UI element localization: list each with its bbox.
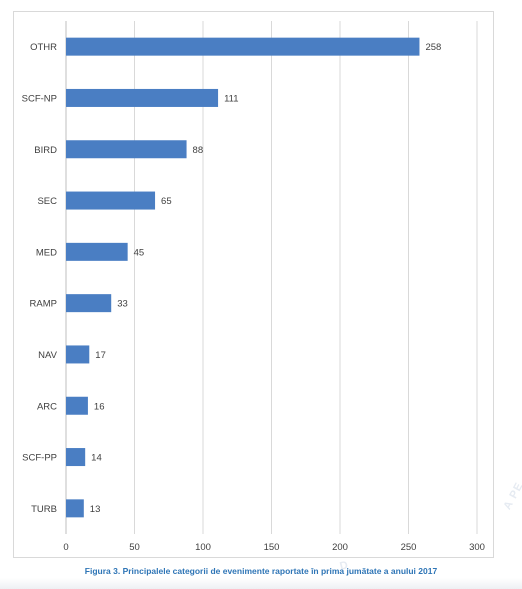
category-label: NAV xyxy=(38,350,57,361)
data-label: 13 xyxy=(90,504,101,515)
bar xyxy=(66,345,90,364)
data-label: 16 xyxy=(94,401,105,412)
x-tick-label: 250 xyxy=(401,542,417,553)
bar xyxy=(66,396,88,415)
category-label: OTHR xyxy=(30,42,57,53)
data-label: 65 xyxy=(161,196,172,207)
data-label: 45 xyxy=(134,247,145,258)
x-tick-label: 50 xyxy=(129,542,140,553)
category-label: SCF-PP xyxy=(22,453,57,464)
category-label: SEC xyxy=(37,196,57,207)
bar xyxy=(66,140,187,159)
category-label: SCF-NP xyxy=(22,93,57,104)
data-label: 111 xyxy=(224,93,238,104)
figure-caption: Figura 3. Principalele categorii de even… xyxy=(84,566,438,576)
bar xyxy=(66,191,156,210)
x-tick-label: 100 xyxy=(195,542,211,553)
bar xyxy=(66,294,112,313)
data-label: 258 xyxy=(425,42,441,53)
data-label: 33 xyxy=(117,299,128,310)
bar xyxy=(66,37,420,56)
page-bottom-edge xyxy=(0,578,522,589)
x-tick-label: 200 xyxy=(332,542,348,553)
bar xyxy=(66,88,219,107)
data-label: 17 xyxy=(95,350,106,361)
bar xyxy=(66,499,84,518)
bar xyxy=(66,448,86,467)
bar xyxy=(66,242,128,261)
category-label: ARC xyxy=(37,401,57,412)
data-label: 14 xyxy=(91,453,102,464)
category-label: RAMP xyxy=(30,299,57,310)
category-label: BIRD xyxy=(34,145,57,156)
x-tick-label: 150 xyxy=(264,542,280,553)
data-label: 88 xyxy=(193,145,204,156)
category-label: TURB xyxy=(31,504,57,515)
category-label: MED xyxy=(36,247,57,258)
x-tick-label: 0 xyxy=(63,542,68,553)
x-tick-label: 300 xyxy=(469,542,485,553)
